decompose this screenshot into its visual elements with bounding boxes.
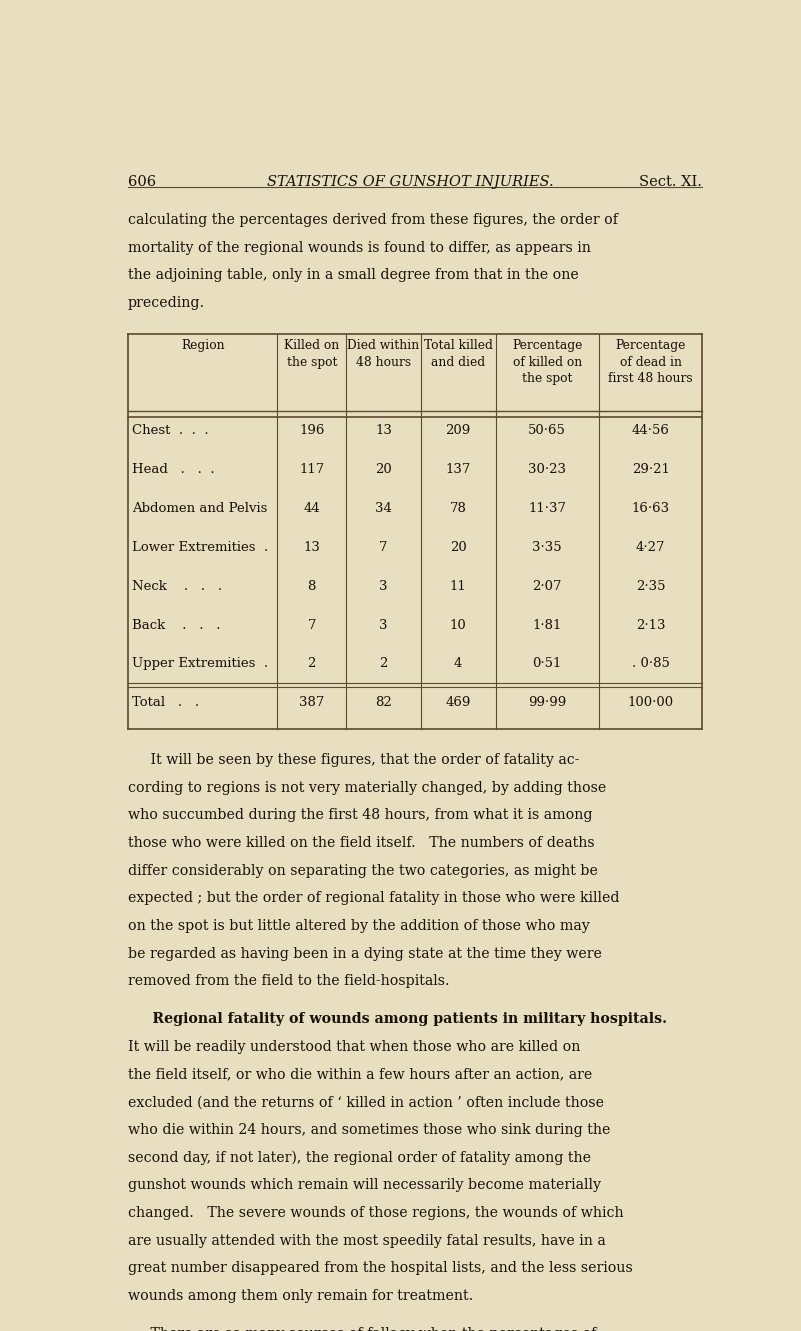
Text: be regarded as having been in a dying state at the time they were: be regarded as having been in a dying st… [128, 946, 602, 961]
Text: Head   .   .  .: Head . . . [132, 463, 215, 475]
Text: great number disappeared from the hospital lists, and the less serious: great number disappeared from the hospit… [128, 1262, 633, 1275]
Text: Total   .   .: Total . . [132, 696, 199, 709]
Text: 30·23: 30·23 [528, 463, 566, 475]
Text: STATISTICS OF GUNSHOT INJURIES.: STATISTICS OF GUNSHOT INJURIES. [268, 176, 553, 189]
Text: Region: Region [181, 339, 224, 353]
Text: 117: 117 [300, 463, 324, 475]
Text: . 0·85: . 0·85 [632, 658, 670, 671]
Text: 4: 4 [454, 658, 462, 671]
Text: Chest  .  .  .: Chest . . . [132, 423, 208, 437]
Text: Total killed
and died: Total killed and died [424, 339, 493, 369]
Text: 78: 78 [450, 502, 467, 515]
Text: wounds among them only remain for treatment.: wounds among them only remain for treatm… [128, 1290, 473, 1303]
Text: 34: 34 [375, 502, 392, 515]
Text: 3: 3 [380, 579, 388, 592]
Text: 44: 44 [304, 502, 320, 515]
Text: Back    .   .   .: Back . . . [132, 619, 220, 631]
Text: Upper Extremities  .: Upper Extremities . [132, 658, 268, 671]
Text: 0·51: 0·51 [533, 658, 562, 671]
Text: expected ; but the order of regional fatality in those who were killed: expected ; but the order of regional fat… [128, 892, 619, 905]
Text: 20: 20 [450, 540, 467, 554]
Text: 11·37: 11·37 [528, 502, 566, 515]
Text: It will be readily understood that when those who are killed on: It will be readily understood that when … [128, 1040, 581, 1054]
Text: who die within 24 hours, and sometimes those who sink during the: who die within 24 hours, and sometimes t… [128, 1123, 610, 1137]
Text: 2: 2 [308, 658, 316, 671]
Text: 44·56: 44·56 [632, 423, 670, 437]
Text: are usually attended with the most speedily fatal results, have in a: are usually attended with the most speed… [128, 1234, 606, 1247]
Text: 20: 20 [375, 463, 392, 475]
Text: 1·81: 1·81 [533, 619, 562, 631]
Text: 3: 3 [380, 619, 388, 631]
Text: 196: 196 [299, 423, 324, 437]
Text: cording to regions is not very materially changed, by adding those: cording to regions is not very materiall… [128, 781, 606, 795]
Text: 16·63: 16·63 [631, 502, 670, 515]
Text: those who were killed on the field itself.   The numbers of deaths: those who were killed on the field itsel… [128, 836, 594, 851]
Text: 29·21: 29·21 [632, 463, 670, 475]
Text: 13: 13 [304, 540, 320, 554]
Text: 209: 209 [445, 423, 471, 437]
Text: 7: 7 [380, 540, 388, 554]
Text: differ considerably on separating the two categories, as might be: differ considerably on separating the tw… [128, 864, 598, 878]
Text: changed.   The severe wounds of those regions, the wounds of which: changed. The severe wounds of those regi… [128, 1206, 624, 1221]
Text: 2·07: 2·07 [533, 579, 562, 592]
Text: 137: 137 [445, 463, 471, 475]
Text: who succumbed during the first 48 hours, from what it is among: who succumbed during the first 48 hours,… [128, 808, 593, 823]
Text: There are so many sources of fallacy when the percentages of: There are so many sources of fallacy whe… [128, 1327, 597, 1331]
Text: 2: 2 [380, 658, 388, 671]
Text: 4·27: 4·27 [636, 540, 666, 554]
Text: 387: 387 [299, 696, 324, 709]
Text: 2·13: 2·13 [636, 619, 666, 631]
Text: 99·99: 99·99 [528, 696, 566, 709]
Text: removed from the field to the field-hospitals.: removed from the field to the field-hosp… [128, 974, 449, 989]
Text: preceding.: preceding. [128, 295, 205, 310]
Text: 469: 469 [445, 696, 471, 709]
Text: 82: 82 [375, 696, 392, 709]
Text: 8: 8 [308, 579, 316, 592]
Text: the adjoining table, only in a small degree from that in the one: the adjoining table, only in a small deg… [128, 269, 579, 282]
Text: the field itself, or who die within a few hours after an action, are: the field itself, or who die within a fe… [128, 1067, 592, 1082]
Text: 606: 606 [128, 176, 156, 189]
Text: 11: 11 [450, 579, 467, 592]
Text: It will be seen by these figures, that the order of fatality ac-: It will be seen by these figures, that t… [128, 753, 580, 767]
Text: second day, if not later), the regional order of fatality among the: second day, if not later), the regional … [128, 1151, 591, 1165]
Text: gunshot wounds which remain will necessarily become materially: gunshot wounds which remain will necessa… [128, 1178, 601, 1193]
Text: Regional fatality of wounds among patients in military hospitals.: Regional fatality of wounds among patien… [128, 1013, 667, 1026]
Text: 7: 7 [308, 619, 316, 631]
Text: 3·35: 3·35 [533, 540, 562, 554]
Text: Percentage
of killed on
the spot: Percentage of killed on the spot [512, 339, 582, 385]
Text: mortality of the regional wounds is found to differ, as appears in: mortality of the regional wounds is foun… [128, 241, 591, 254]
Text: 50·65: 50·65 [529, 423, 566, 437]
Text: Killed on
the spot: Killed on the spot [284, 339, 340, 369]
Text: Percentage
of dead in
first 48 hours: Percentage of dead in first 48 hours [608, 339, 693, 385]
Text: 100·00: 100·00 [627, 696, 674, 709]
Text: Abdomen and Pelvis: Abdomen and Pelvis [132, 502, 268, 515]
Text: 2·35: 2·35 [636, 579, 666, 592]
Text: Neck    .   .   .: Neck . . . [132, 579, 222, 592]
Text: on the spot is but little altered by the addition of those who may: on the spot is but little altered by the… [128, 920, 590, 933]
Text: excluded (and the returns of ‘ killed in action ’ often include those: excluded (and the returns of ‘ killed in… [128, 1095, 604, 1110]
Text: Lower Extremities  .: Lower Extremities . [132, 540, 268, 554]
Text: calculating the percentages derived from these figures, the order of: calculating the percentages derived from… [128, 213, 618, 228]
Text: Sect. XI.: Sect. XI. [639, 176, 702, 189]
Text: 13: 13 [375, 423, 392, 437]
Text: 10: 10 [450, 619, 467, 631]
Text: Died within
48 hours: Died within 48 hours [348, 339, 420, 369]
